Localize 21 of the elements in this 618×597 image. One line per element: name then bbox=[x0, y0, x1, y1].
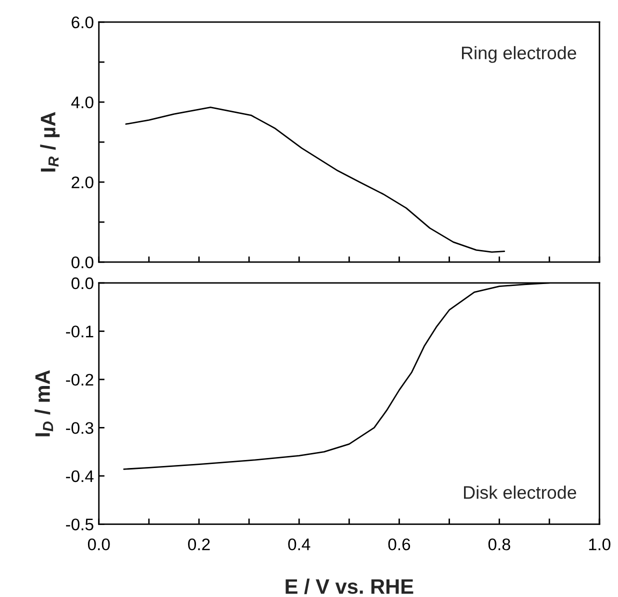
y-tick-label: 2.0 bbox=[72, 176, 94, 188]
x-tick-label: 0.0 bbox=[88, 538, 110, 550]
y-tick-label: -0.4 bbox=[66, 470, 94, 482]
y-tick-label: 0.0 bbox=[72, 256, 94, 268]
y-tick-label: 6.0 bbox=[72, 16, 94, 28]
x-tick-label: 1.0 bbox=[589, 538, 610, 550]
x-tick-label: 0.8 bbox=[488, 538, 510, 550]
x-tick-label: 0.2 bbox=[188, 538, 210, 550]
annotation: Ring electrode bbox=[462, 46, 576, 63]
y-tick-label: 4.0 bbox=[71, 96, 94, 108]
y-tick-label: -0.2 bbox=[66, 374, 94, 386]
y-tick-label: 0.0 bbox=[72, 277, 94, 290]
annotation: Disk electrode bbox=[464, 486, 576, 499]
x-tick-label: 0.6 bbox=[388, 538, 410, 550]
x-axis-title: E / V vs. RHE bbox=[286, 578, 414, 594]
y-axis-title: I$_{D}$ / mA bbox=[34, 370, 54, 436]
y-tick-label: -0.5 bbox=[66, 518, 94, 530]
x-tick-label: 0.4 bbox=[288, 538, 310, 550]
y-tick-label: -0.1 bbox=[66, 326, 94, 338]
y-axis-title: I$_{R}$ / µA bbox=[40, 112, 60, 172]
y-tick-label: -0.3 bbox=[66, 422, 94, 434]
